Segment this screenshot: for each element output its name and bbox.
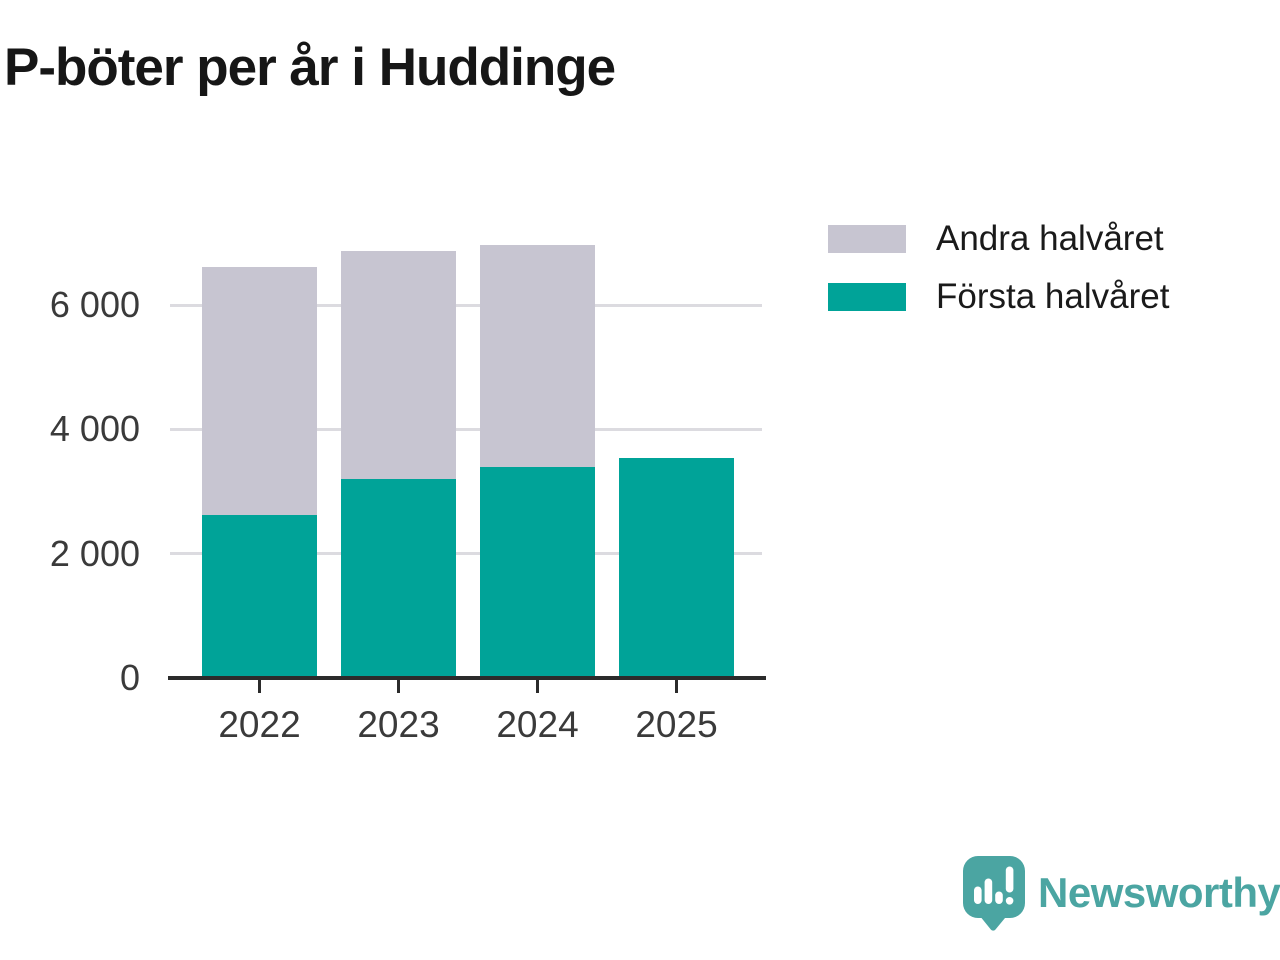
y-axis-tick-label: 0 xyxy=(119,657,140,698)
x-axis-label-2025: 2025 xyxy=(635,704,718,745)
y-axis-tick-label: 6 000 xyxy=(49,284,140,326)
x-axis-label-2024: 2024 xyxy=(496,704,579,745)
y-axis-tick-label: 4 000 xyxy=(49,408,140,450)
gridline-4000 xyxy=(170,427,762,431)
y-axis-tick-label: 2 000 xyxy=(49,532,140,574)
bar-2025-forsta-halvaret xyxy=(619,457,734,678)
gridline-6000 xyxy=(170,303,762,307)
legend-swatch-andra-halvaret-icon xyxy=(828,225,906,253)
x-axis-tick-2022 xyxy=(258,680,261,693)
newsworthy-wordmark: Newsworthy xyxy=(1038,869,1280,916)
bar-2024-forsta-halvaret xyxy=(480,467,595,678)
legend-swatch-forsta-halvaret-icon xyxy=(828,283,906,311)
gridline-2000 xyxy=(170,552,762,556)
bar-2022-andra-halvaret xyxy=(202,267,317,516)
x-axis-tick-2023 xyxy=(397,680,400,693)
x-axis-line xyxy=(168,676,766,680)
x-axis-tick-2024 xyxy=(536,680,539,693)
legend-label-andra-halvaret: Andra halvåret xyxy=(936,219,1164,258)
bar-2022-forsta-halvaret xyxy=(202,515,317,678)
x-axis-tick-2025 xyxy=(675,680,678,693)
legend-item-andra-halvaret: Andra halvåret xyxy=(828,219,1164,258)
newsworthy-logo-icon xyxy=(963,856,1025,931)
chart-title: P-böter per år i Huddinge xyxy=(4,38,616,97)
x-axis-label-2022: 2022 xyxy=(218,704,301,745)
bar-2024-andra-halvaret xyxy=(480,244,595,468)
legend-item-forsta-halvaret: Första halvåret xyxy=(828,277,1170,316)
legend-label-forsta-halvaret: Första halvåret xyxy=(936,277,1170,316)
bar-2023-forsta-halvaret xyxy=(341,479,456,678)
newsworthy-branding: Newsworthy xyxy=(962,855,1280,931)
x-axis-label-2023: 2023 xyxy=(357,704,440,745)
bar-2023-andra-halvaret xyxy=(341,251,456,480)
